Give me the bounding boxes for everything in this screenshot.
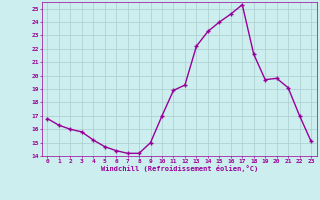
X-axis label: Windchill (Refroidissement éolien,°C): Windchill (Refroidissement éolien,°C) <box>100 165 258 172</box>
